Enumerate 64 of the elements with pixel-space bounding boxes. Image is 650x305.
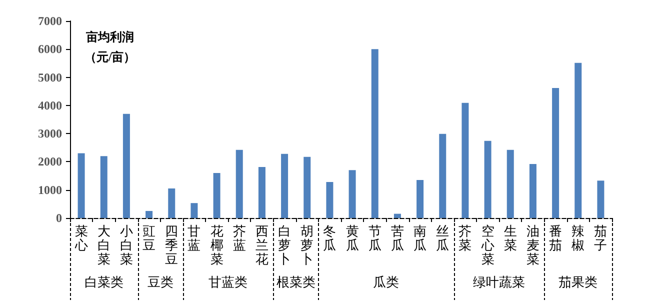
bar xyxy=(122,114,130,218)
x-tick-label: 菜心 xyxy=(74,224,88,252)
bar xyxy=(394,214,401,218)
y-tick-label: 1000 xyxy=(38,182,62,197)
bar xyxy=(168,188,176,218)
text: 豆类 xyxy=(147,274,174,290)
x-tick-label: 黄瓜 xyxy=(346,224,359,252)
y-tick-label: 0 xyxy=(56,211,62,225)
x-tick-label: 苦瓜 xyxy=(390,224,404,252)
y-tick-label: 7000 xyxy=(38,14,62,28)
x-tick-label: 丝瓜 xyxy=(436,224,450,252)
x-tick-label: 生菜 xyxy=(504,224,517,252)
bar xyxy=(304,156,311,218)
x-tick-label: 西兰花 xyxy=(255,224,268,266)
x-tick-label: 豇豆 xyxy=(142,224,156,252)
bar xyxy=(258,167,266,218)
bar xyxy=(552,88,560,218)
bar xyxy=(484,140,492,218)
x-tick-label: 小白菜 xyxy=(120,224,133,266)
bar xyxy=(326,182,334,218)
text: 根菜类 xyxy=(276,274,316,290)
bar xyxy=(348,170,356,218)
x-tick-label: 番茄 xyxy=(549,224,562,252)
x-tick-label: 白萝卜 xyxy=(278,224,292,266)
x-tick-label: 南瓜 xyxy=(414,224,427,252)
bar xyxy=(146,210,153,218)
x-tick-label: 节瓜 xyxy=(368,224,382,252)
x-tick-label: 甘蓝 xyxy=(188,224,201,252)
x-tick-label: 辣椒 xyxy=(572,224,585,252)
x-tick-label: 芥蓝 xyxy=(232,224,246,252)
y-tick-label: 3000 xyxy=(38,126,62,141)
bar xyxy=(462,102,469,218)
x-tick-label: 四季豆 xyxy=(165,224,178,266)
x-tick-label: 大白菜 xyxy=(97,224,110,266)
text: 绿叶蔬菜 xyxy=(473,274,526,290)
bar xyxy=(190,203,198,218)
bar xyxy=(529,164,536,218)
bar xyxy=(100,156,108,218)
x-tick-label: 胡萝卜 xyxy=(300,224,314,266)
text: 甘蓝类 xyxy=(208,274,248,290)
x-tick-label: 茄子 xyxy=(594,224,608,252)
bar xyxy=(439,134,446,218)
text: 白菜类 xyxy=(84,274,124,290)
text: 茄果类 xyxy=(558,274,598,290)
x-tick-label: 油麦菜 xyxy=(526,224,540,266)
x-tick-label: 花椰菜 xyxy=(210,224,224,266)
x-tick-label: 冬瓜 xyxy=(323,224,336,252)
bar xyxy=(213,172,220,218)
y-tick-label: 4000 xyxy=(38,98,62,112)
y-axis-title: 亩均利润（元/亩） xyxy=(84,30,136,64)
bar xyxy=(597,180,604,218)
bar xyxy=(371,49,378,218)
x-tick-label: 芥菜 xyxy=(458,224,472,252)
bar xyxy=(78,153,85,218)
bar xyxy=(236,150,243,218)
y-tick-label: 2000 xyxy=(38,154,62,169)
text: 瓜类 xyxy=(373,274,400,290)
bar xyxy=(281,154,288,218)
y-tick-label: 6000 xyxy=(38,42,62,56)
y-tick-label: 5000 xyxy=(38,70,62,84)
x-tick-label: 空心菜 xyxy=(480,224,494,266)
bar xyxy=(416,180,424,218)
bar xyxy=(506,150,514,218)
bar xyxy=(574,62,582,218)
